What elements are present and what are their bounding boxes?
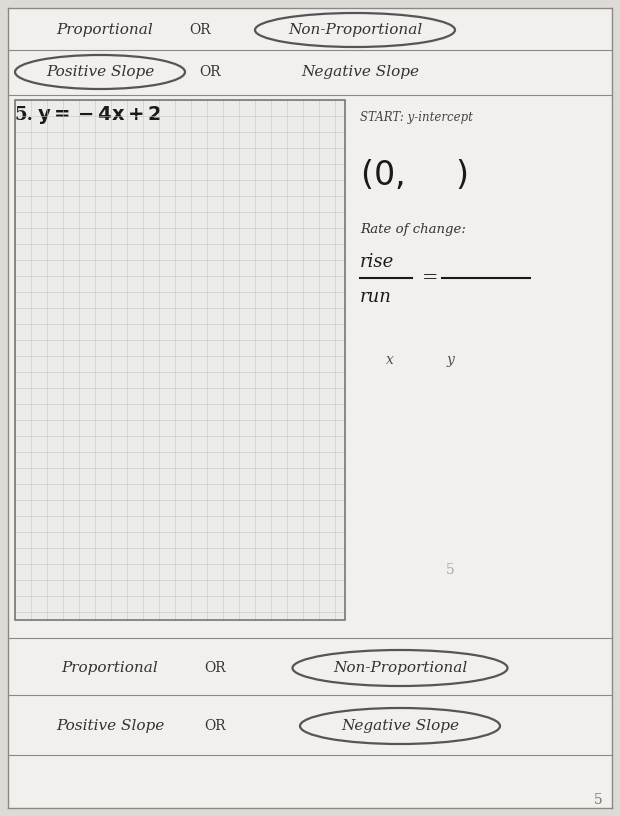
Text: $)$: $)$ [455, 158, 467, 192]
Text: OR: OR [189, 23, 211, 37]
Text: Positive Slope: Positive Slope [56, 719, 164, 733]
Text: Negative Slope: Negative Slope [301, 65, 419, 79]
Text: y: y [446, 353, 454, 367]
Text: Proportional: Proportional [56, 23, 153, 37]
Text: 5: 5 [446, 563, 454, 577]
Text: =: = [422, 269, 438, 287]
Text: OR: OR [199, 65, 221, 79]
Text: 5.: 5. [15, 106, 34, 124]
Text: OR: OR [204, 661, 226, 675]
Bar [15, 100, 345, 620]
Text: 5: 5 [593, 793, 603, 807]
Text: $(0,$: $(0,$ [360, 158, 404, 192]
Text: Positive Slope: Positive Slope [46, 65, 154, 79]
Text: run: run [360, 288, 392, 306]
Text: Negative Slope: Negative Slope [341, 719, 459, 733]
Text: x: x [386, 353, 394, 367]
Text: Non-Proportional: Non-Proportional [288, 23, 422, 37]
Text: rise: rise [360, 253, 394, 271]
Text: Non-Proportional: Non-Proportional [333, 661, 467, 675]
Text: START: y-intercept: START: y-intercept [360, 112, 473, 125]
Bar [15, 100, 345, 620]
Text: Proportional: Proportional [61, 661, 158, 675]
Text: OR: OR [204, 719, 226, 733]
Text: Rate of change:: Rate of change: [360, 224, 466, 237]
Text: $\mathbf{y = -4x + 2}$: $\mathbf{y = -4x + 2}$ [37, 104, 162, 126]
